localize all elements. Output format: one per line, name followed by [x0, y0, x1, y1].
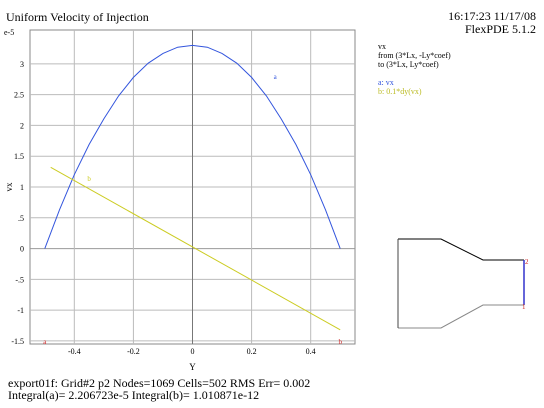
- x-tick-label: -0.4: [68, 347, 81, 356]
- app-version: FlexPDE 5.1.2: [464, 22, 536, 36]
- series-marker-a: a: [274, 73, 278, 81]
- y-tick-label: -1: [17, 306, 24, 315]
- y-tick-label: 1: [20, 183, 24, 192]
- legend-quantity: vx: [378, 42, 386, 51]
- domain-marker-bottom: 1: [522, 303, 526, 311]
- series-line-a: [44, 44, 341, 249]
- series-marker-b: b: [338, 338, 342, 346]
- y-tick-label: 2: [20, 121, 24, 130]
- series-line-b: [50, 166, 341, 331]
- footer-integrals: Integral(a)= 2.206723e-5 Integral(b)= 1.…: [8, 388, 260, 402]
- x-tick-label: 0.2: [247, 347, 257, 356]
- legend-from: from (3*Lx, -Ly*coef): [378, 51, 451, 60]
- series-marker-a: a: [43, 338, 47, 346]
- x-tick-label: 0: [191, 347, 195, 356]
- series-marker-b: b: [87, 175, 91, 183]
- y-tick-label: 3: [20, 60, 24, 69]
- y-tick-label: .5: [18, 214, 24, 223]
- x-tick-label: -0.2: [127, 347, 140, 356]
- exponent-label: e-5: [4, 28, 14, 37]
- y-tick-label: 1.5: [14, 152, 24, 161]
- y-axis-label: vx: [4, 182, 14, 192]
- legend: vx from (3*Lx, -Ly*coef) to (3*Lx, Ly*co…: [378, 42, 451, 96]
- timestamp-block: 16:17:23 11/17/08 FlexPDE 5.1.2: [448, 10, 536, 36]
- x-axis-label: Y: [189, 362, 196, 372]
- domain-boundary-top: [398, 238, 524, 261]
- plot-title: Uniform Velocity of Injection: [6, 10, 149, 24]
- legend-series-b: b: 0.1*dy(vx): [378, 87, 422, 96]
- x-tick-label: 0.4: [306, 347, 316, 356]
- legend-series-a: a: vx: [378, 78, 394, 87]
- y-tick-label: -.5: [15, 275, 24, 284]
- y-tick-label: 0: [20, 245, 24, 254]
- footer: export01f: Grid#2 p2 Nodes=1069 Cells=50…: [8, 377, 310, 401]
- legend-to: to (3*Lx, Ly*coef): [378, 60, 439, 69]
- domain-boundary-bottom: [398, 304, 524, 329]
- footer-stats: export01f: Grid#2 p2 Nodes=1069 Cells=50…: [8, 376, 311, 390]
- y-tick-label: 2.5: [14, 91, 24, 100]
- timestamp: 16:17:23 11/17/08: [448, 9, 536, 23]
- y-tick-label: -1.5: [11, 337, 24, 346]
- domain-marker-top: 2: [525, 258, 529, 266]
